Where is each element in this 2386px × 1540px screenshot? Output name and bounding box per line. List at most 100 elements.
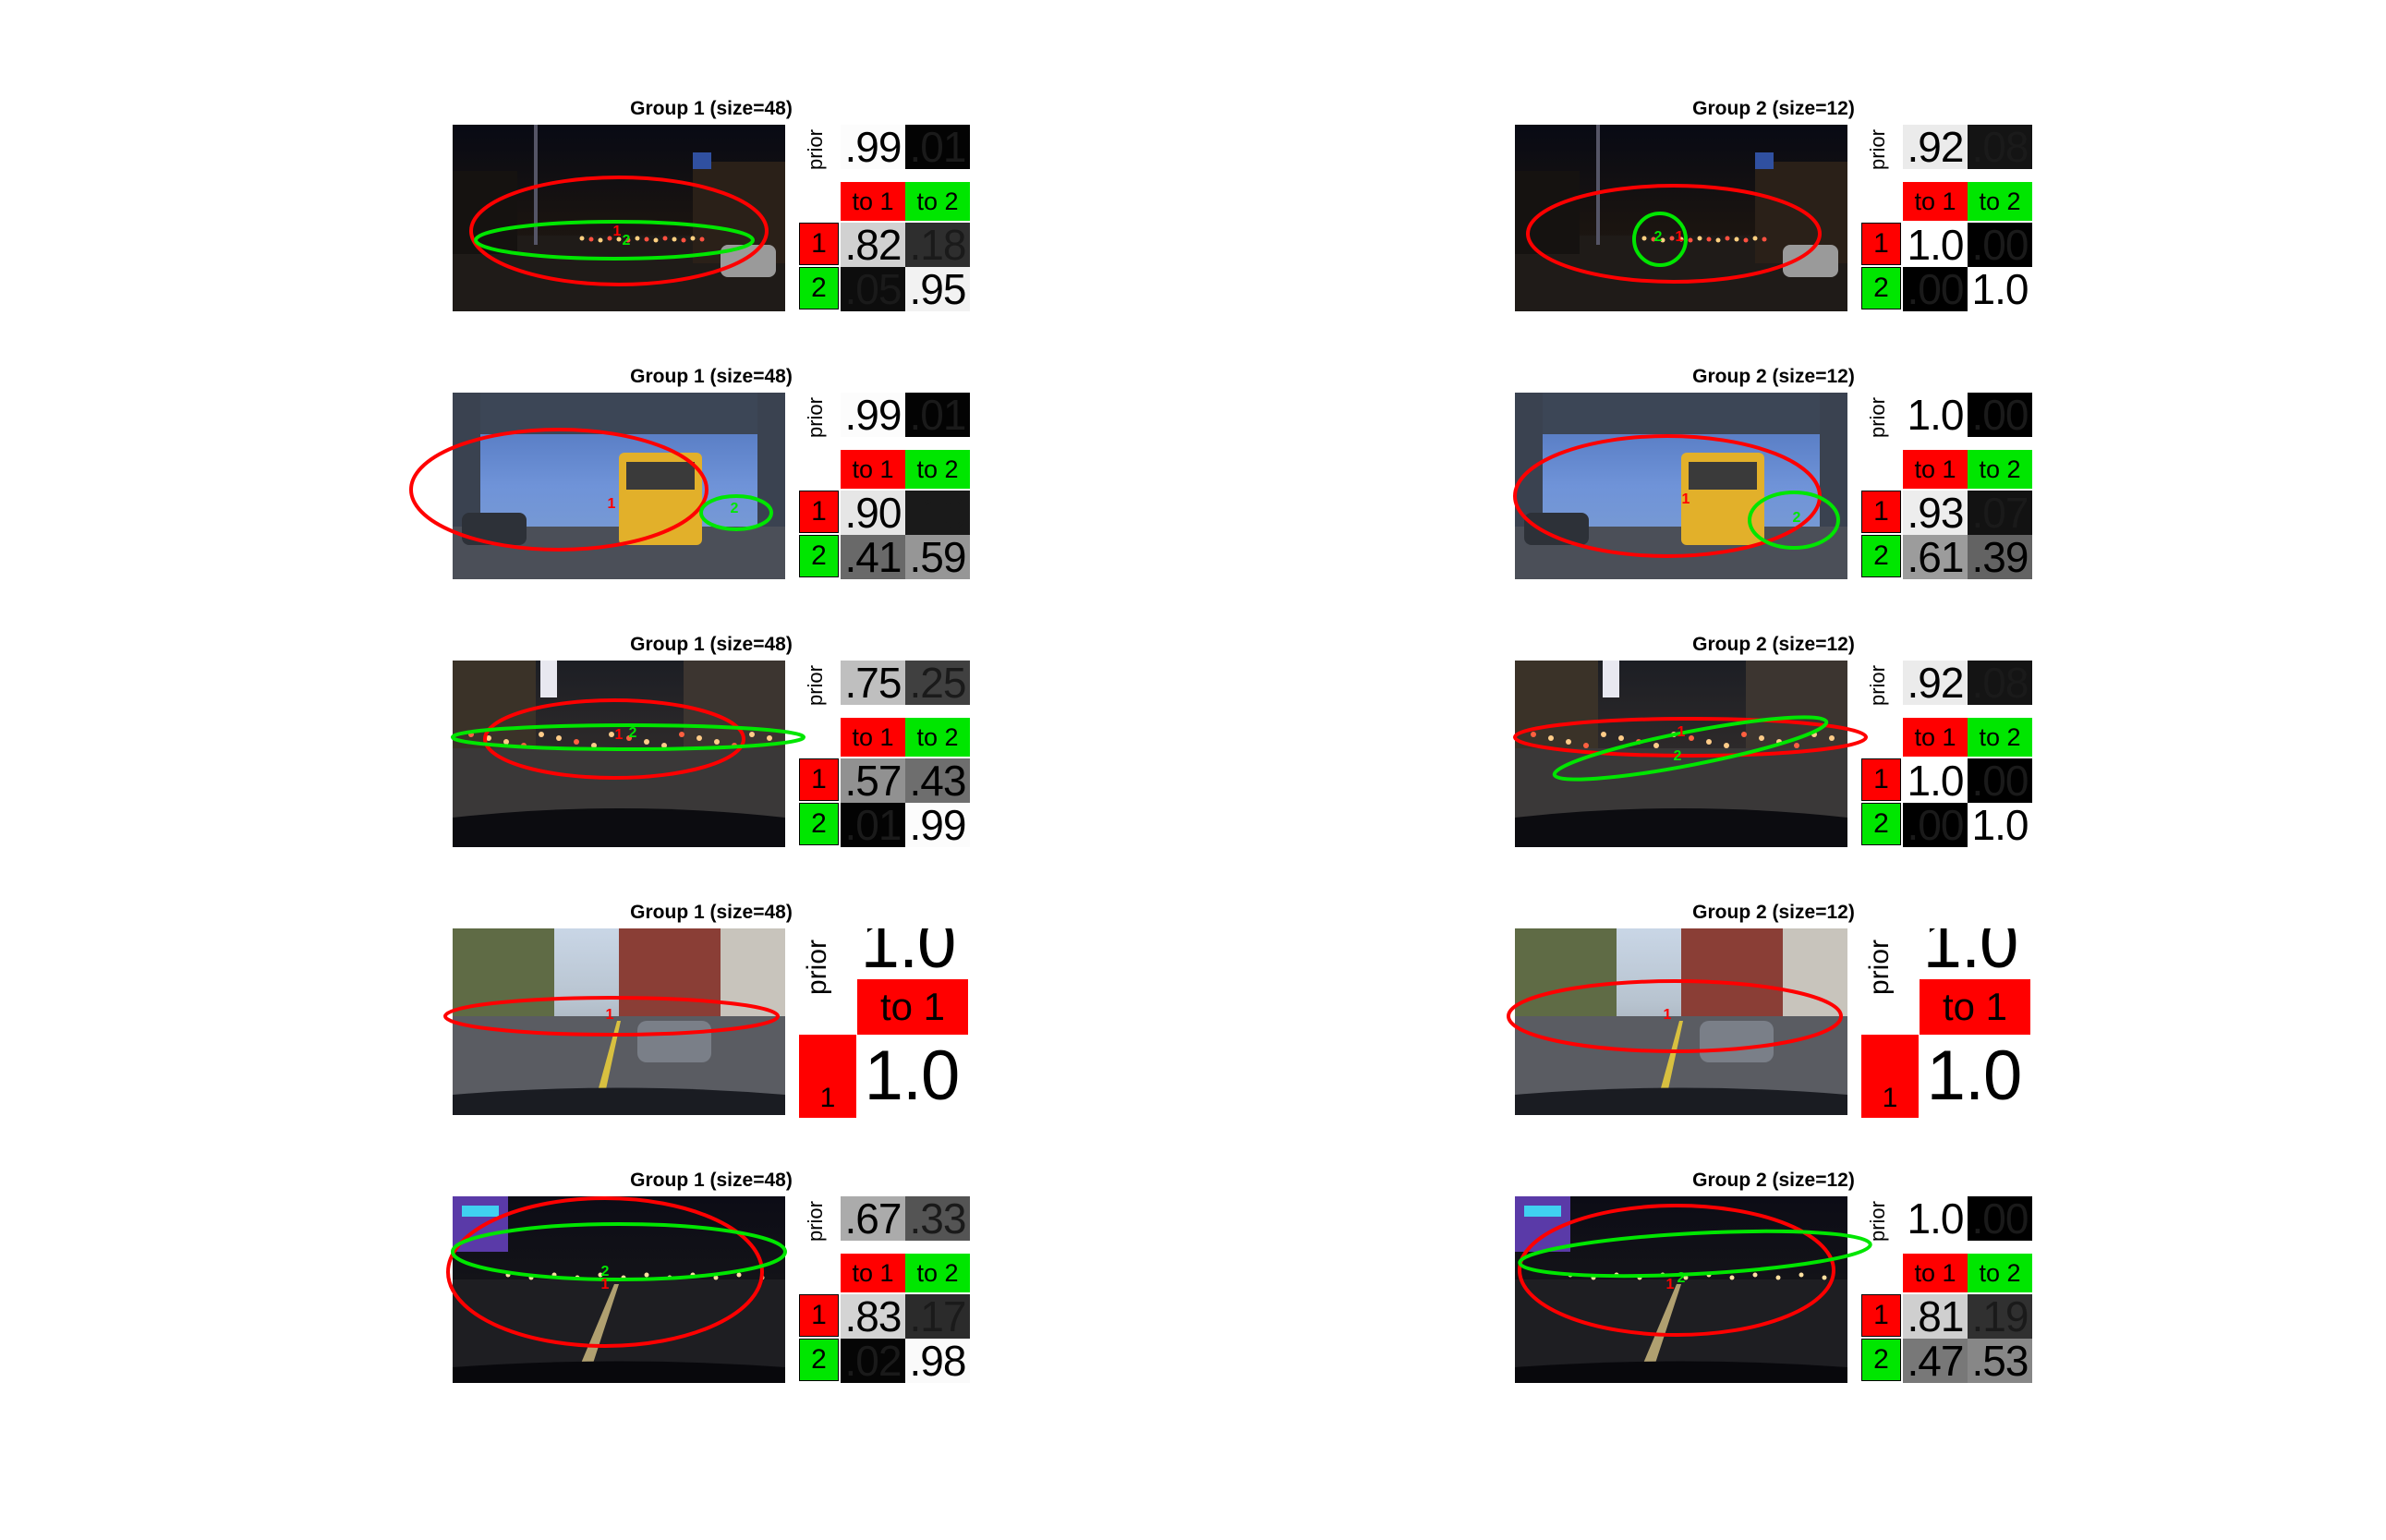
scene-light	[598, 237, 603, 243]
prior-value-2: .25	[905, 661, 970, 705]
scene-light	[1762, 236, 1767, 242]
matrix-value-1-2: .19	[1968, 1294, 2032, 1339]
prior-label: prior	[1866, 1201, 1889, 1243]
panel-title: Group 1 (size=48)	[630, 902, 793, 923]
state-1-center-label: 1	[1664, 1007, 1672, 1023]
row-label-1: 1	[1861, 491, 1901, 533]
matrix-value-2-1: .61	[1903, 535, 1968, 579]
matrix-value-2-2: .53	[1968, 1339, 2032, 1383]
state-1-ellipse	[1518, 1204, 1835, 1337]
scene-light	[1775, 1275, 1781, 1280]
scene-hood	[453, 1087, 785, 1115]
state-1-ellipse	[1507, 979, 1843, 1053]
matrix-value-1-1: .93	[1903, 491, 1968, 535]
header-to-1: to 1	[1903, 718, 1968, 757]
matrix-value-2-1: .01	[841, 803, 905, 847]
scene-tree	[1515, 928, 1617, 1016]
state-2-ellipse	[451, 1222, 787, 1281]
row-label-1: 1	[799, 223, 839, 265]
scene-light	[625, 237, 631, 243]
state-2-ellipse	[699, 494, 773, 531]
header-to-1: to 1	[1903, 182, 1968, 221]
scene-light	[1725, 236, 1730, 241]
matrix-value-2-2: .95	[905, 267, 970, 311]
state-2-ellipse	[1632, 212, 1688, 267]
matrix-value-1-1: .81	[1903, 1294, 1968, 1339]
transition-matrix: prior .92.08 to 1 to 2 1 1.0.00 2.00 1.0	[1861, 661, 2055, 850]
matrix-value-2-2: 1.0	[1968, 267, 2032, 311]
state-1-ellipse	[1526, 184, 1822, 284]
scene-light	[1669, 236, 1675, 241]
matrix-value-1-2: .43	[905, 758, 970, 803]
scene-light	[713, 1275, 719, 1280]
transition-matrix: prior .67.33 to 1 to 2 1.83.17 2.02.98	[799, 1196, 993, 1386]
scene-light	[635, 236, 640, 241]
scene-light	[1618, 735, 1624, 741]
header-to-2: to 2	[1968, 182, 2032, 221]
header-to-2: to 2	[1968, 718, 2032, 757]
state-2-center-label: 2	[1674, 748, 1682, 764]
matrix-value-2-2: .99	[905, 803, 970, 847]
scene-hood	[1515, 1087, 1847, 1115]
scene-light	[574, 739, 579, 745]
prior-value-2: .00	[1968, 393, 2032, 437]
header-to-2: to 2	[905, 718, 970, 757]
prior-value-1: 1.0	[1903, 1196, 1968, 1241]
scene-light	[749, 732, 755, 737]
row-label-1: 1	[799, 1035, 856, 1118]
prior-value-2: .00	[1968, 1196, 2032, 1241]
header-to-1: to 1	[841, 450, 905, 489]
prior-value-1: .92	[1903, 661, 1968, 705]
scene-light	[1641, 236, 1647, 241]
panel-title: Group 2 (size=12)	[1692, 366, 1855, 387]
scene-light	[1531, 732, 1536, 737]
prior-value: 1.0	[1915, 928, 2026, 979]
scene-light	[672, 236, 677, 242]
state-2-ellipse	[1518, 1229, 1872, 1279]
prior-value-1: .67	[841, 1196, 905, 1241]
prior-label: prior	[1866, 665, 1889, 707]
scene-light	[1822, 1275, 1827, 1280]
matrix-value-2-1: .41	[841, 535, 905, 579]
panel-title: Group 2 (size=12)	[1692, 1170, 1855, 1191]
scene-light	[690, 236, 696, 241]
scene-light	[1689, 735, 1694, 741]
matrix-value-1-1: .82	[841, 223, 905, 267]
state-1-ellipse	[469, 176, 769, 286]
matrix-value-2-1: .00	[1903, 267, 1968, 311]
matrix-value-1-2: .17	[905, 1294, 970, 1339]
scene-car	[1524, 513, 1589, 545]
scene-light	[1715, 237, 1721, 243]
matrix-value-1-2: .00	[1968, 223, 2032, 267]
panel-title: Group 1 (size=48)	[630, 634, 793, 655]
transition-matrix: prior .75.25 to 1 to 2 1.57.43 2.01.99	[799, 661, 993, 850]
panel-title: Group 2 (size=12)	[1692, 902, 1855, 923]
scene-building	[453, 661, 536, 753]
scene-light	[679, 732, 684, 737]
row-label-2: 2	[1861, 267, 1901, 309]
panel-title: Group 1 (size=48)	[630, 1170, 793, 1191]
row-label-2: 2	[1861, 803, 1901, 845]
scene-light	[699, 236, 705, 242]
scene-car	[637, 1021, 711, 1062]
state-2-ellipse	[451, 723, 805, 751]
scene-light	[1734, 236, 1739, 242]
state-2-center-label: 2	[629, 725, 637, 741]
matrix-value-2-1: .02	[841, 1339, 905, 1383]
matrix-value-2-2: 1.0	[1968, 803, 2032, 847]
scene-light	[1741, 732, 1747, 737]
panel-title: Group 1 (size=48)	[630, 366, 793, 387]
matrix-value-2-2: .98	[905, 1339, 970, 1383]
prior-value-2: .01	[905, 125, 970, 169]
scene-light	[1548, 735, 1554, 741]
scene-light	[767, 735, 772, 741]
matrix-value-1-2: .18	[905, 223, 970, 267]
